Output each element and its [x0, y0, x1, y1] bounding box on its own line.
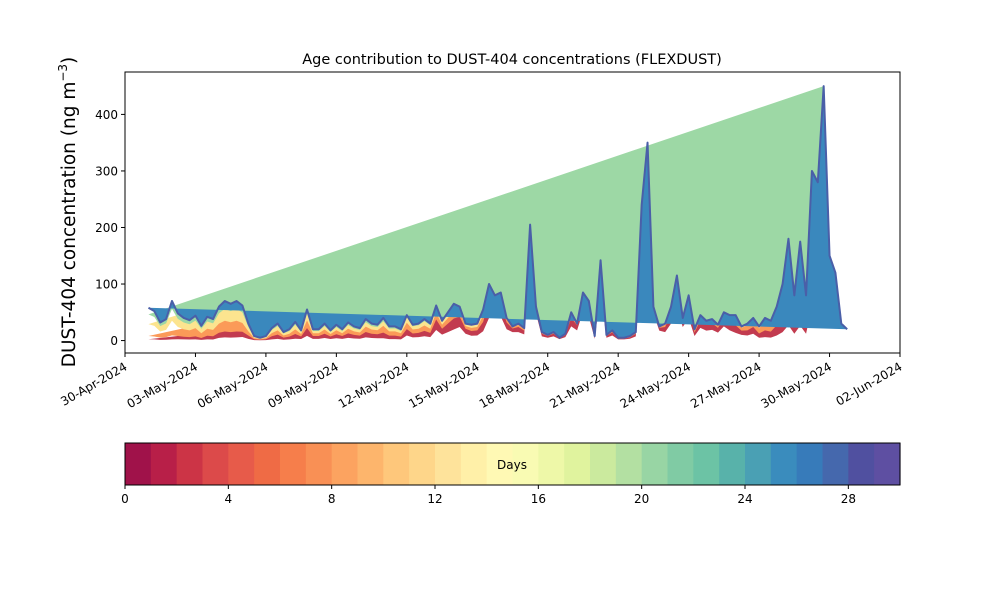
- colorbar-swatch: [486, 443, 514, 485]
- colorbar: [125, 443, 901, 485]
- colorbar-tick-label: 16: [531, 492, 546, 506]
- colorbar-swatch: [228, 443, 255, 485]
- colorbar-swatch: [331, 443, 359, 485]
- colorbar-swatch: [745, 443, 772, 485]
- colorbar-swatch: [254, 443, 281, 485]
- colorbar-swatch: [770, 443, 798, 485]
- colorbar-swatch: [176, 443, 204, 485]
- colorbar-tick-label: 4: [225, 492, 233, 506]
- colorbar-label: Days: [497, 458, 527, 472]
- y-axis-label-close: ): [59, 57, 80, 64]
- colorbar-axis: 0 4 8 12 16 20 24 28: [121, 485, 856, 506]
- colorbar-swatch: [641, 443, 669, 485]
- colorbar-tick-label: 0: [121, 492, 129, 506]
- x-tick-label: 15-May-2024: [406, 359, 481, 411]
- colorbar-swatch: [590, 443, 617, 485]
- y-axis-label-superscript: −3: [56, 64, 70, 82]
- colorbar-swatch: [150, 443, 178, 485]
- colorbar-swatch: [796, 443, 824, 485]
- colorbar-tick-label: 20: [634, 492, 649, 506]
- x-axis: 30-Apr-202403-May-202406-May-202409-May-…: [58, 353, 905, 411]
- y-tick-label: 100: [95, 278, 118, 292]
- area-24-30-days: [148, 86, 848, 338]
- colorbar-swatch: [202, 443, 229, 485]
- x-tick-label: 03-May-2024: [124, 359, 199, 411]
- area-18-24-days: [148, 86, 824, 339]
- colorbar-swatch: [435, 443, 462, 485]
- colorbar-swatch: [667, 443, 694, 485]
- x-tick-label: 18-May-2024: [477, 359, 552, 411]
- colorbar-swatch: [615, 443, 643, 485]
- colorbar-swatch: [719, 443, 746, 485]
- y-tick-label: 400: [95, 108, 118, 122]
- colorbar-swatch: [460, 443, 488, 485]
- colorbar-tick-label: 12: [427, 492, 442, 506]
- colorbar-swatch: [848, 443, 875, 485]
- colorbar-tick-label: 8: [328, 492, 336, 506]
- x-tick-label: 09-May-2024: [265, 359, 340, 411]
- colorbar-swatch: [822, 443, 849, 485]
- colorbar-swatch: [280, 443, 307, 485]
- y-axis-label: DUST-404 concentration (ng m−3): [56, 57, 80, 368]
- colorbar-tick-label: 24: [737, 492, 752, 506]
- colorbar-swatch: [538, 443, 565, 485]
- colorbar-frame: [124, 442, 901, 486]
- y-axis-label-text: DUST-404 concentration (ng m: [59, 82, 80, 368]
- chart-title: Age contribution to DUST-404 concentrati…: [302, 52, 722, 68]
- colorbar-swatch: [564, 443, 591, 485]
- y-tick-label: 200: [95, 221, 118, 235]
- colorbar-swatch: [693, 443, 720, 485]
- colorbar-swatch: [874, 443, 901, 485]
- x-tick-label: 30-May-2024: [759, 359, 834, 411]
- x-tick-label: 06-May-2024: [195, 359, 270, 411]
- colorbar-swatch: [305, 443, 333, 485]
- y-tick-label: 300: [95, 164, 118, 178]
- colorbar-swatch: [383, 443, 410, 485]
- colorbar-swatch: [125, 443, 152, 485]
- y-tick-label: 0: [110, 334, 118, 348]
- colorbar-swatch: [409, 443, 436, 485]
- colorbar-swatch: [357, 443, 384, 485]
- stacked-areas: [148, 86, 848, 341]
- x-tick-label: 24-May-2024: [618, 359, 693, 411]
- x-tick-label: 27-May-2024: [688, 359, 763, 411]
- y-axis: 0 100 200 300 400: [95, 108, 125, 348]
- colorbar-tick-label: 28: [841, 492, 856, 506]
- plot-frame: [124, 71, 901, 354]
- x-tick-label: 21-May-2024: [547, 359, 622, 411]
- colorbar-swatch: [512, 443, 539, 485]
- total-concentration-line: [147, 85, 848, 339]
- x-tick-label: 02-Jun-2024: [834, 359, 905, 408]
- x-tick-label: 12-May-2024: [336, 359, 411, 411]
